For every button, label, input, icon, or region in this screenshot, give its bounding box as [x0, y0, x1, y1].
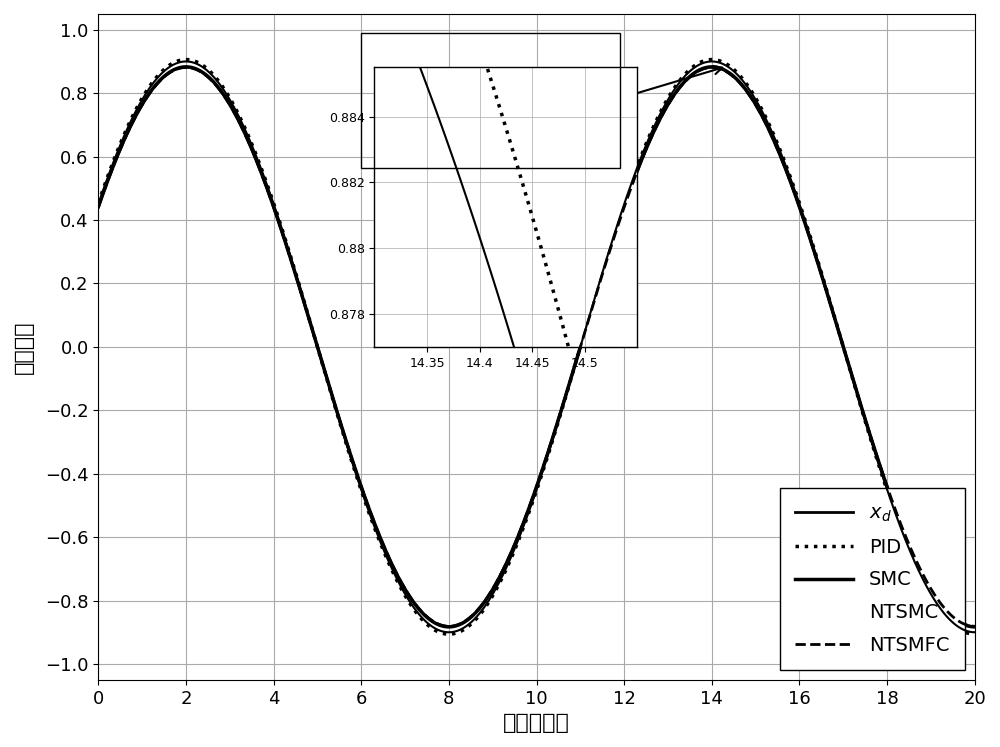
Y-axis label: 跟踪效果: 跟踪效果	[14, 320, 34, 374]
X-axis label: 时间（秒）: 时间（秒）	[503, 713, 570, 733]
Legend: $x_d$, PID, SMC, NTSMC, NTSMFC: $x_d$, PID, SMC, NTSMC, NTSMFC	[780, 489, 965, 670]
